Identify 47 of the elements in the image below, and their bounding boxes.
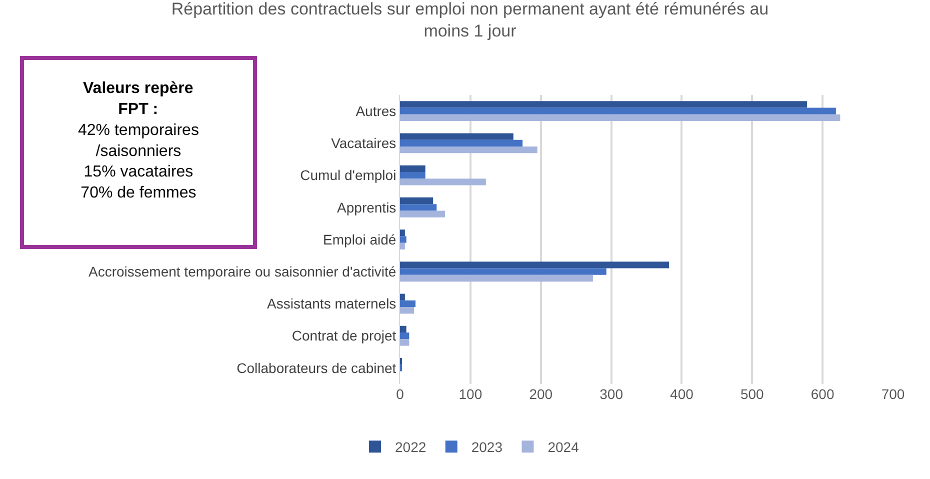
- x-tick-label: 100: [458, 386, 482, 402]
- bar: [400, 114, 840, 122]
- y-tick-label: Assistants maternels: [267, 296, 396, 312]
- bar: [400, 242, 405, 250]
- bar: [400, 326, 406, 333]
- x-tick-label: 300: [600, 386, 624, 402]
- bar: [400, 172, 426, 179]
- bar: [400, 204, 437, 211]
- bar: [400, 210, 446, 218]
- bar: [400, 165, 426, 172]
- bar: [400, 268, 606, 275]
- x-tick-label: 600: [810, 386, 834, 402]
- bar: [400, 146, 538, 154]
- y-tick-label: Emploi aidé: [323, 231, 396, 248]
- x-tick-label: 200: [529, 386, 553, 402]
- bar: [400, 339, 410, 346]
- bar: [400, 140, 523, 146]
- legend-label: 2024: [548, 439, 580, 456]
- bar: [400, 101, 808, 108]
- bar: [400, 262, 670, 268]
- y-tick-label: Apprentis: [337, 199, 396, 216]
- x-tick-label: 500: [740, 386, 764, 402]
- y-tick-label: Accroissement temporaire ou saisonnier d'activité: [88, 264, 396, 280]
- bar: [400, 108, 836, 114]
- bar: [400, 300, 416, 308]
- bar: [400, 274, 593, 282]
- text: Valeurs repère FPT :: [83, 80, 194, 118]
- legend-label: 2022: [395, 439, 426, 456]
- x-tick-label: 400: [670, 386, 694, 402]
- bar: [400, 236, 406, 243]
- bar: [400, 294, 405, 300]
- text: 42% temporaires /saisonniers 15% vacataires 70% de femmes: [78, 122, 199, 202]
- chart-title: Répartition des contractuels sur emploi non permanent ayant été rémunérés au moins 1 jour: [171, 0, 769, 40]
- x-tick-label: 700: [881, 386, 905, 402]
- y-tick-label: Contrat de projet: [292, 328, 396, 344]
- bar: [400, 230, 405, 236]
- bar: [400, 133, 514, 140]
- y-tick-label: Cumul d'emploi: [300, 167, 396, 184]
- y-tick-label: Vacataires: [331, 135, 396, 152]
- bar: [400, 197, 434, 204]
- y-tick-label: Collaborateurs de cabinet: [236, 360, 396, 376]
- bar: [400, 307, 414, 314]
- bar: [400, 178, 486, 186]
- bar: [400, 332, 410, 340]
- legend-label: 2023: [471, 439, 503, 456]
- x-tick-label: 0: [396, 386, 404, 402]
- y-tick-label: Autres: [356, 102, 396, 119]
